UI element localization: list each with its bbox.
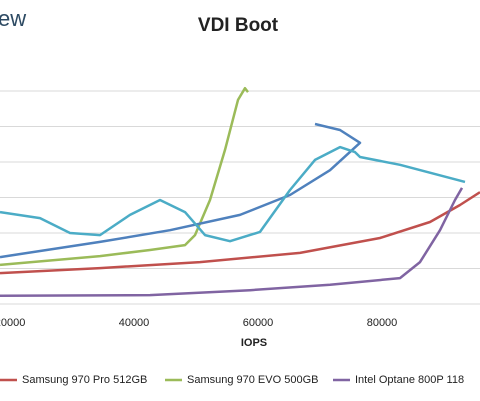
legend-label: Samsung 970 Pro 512GB [22, 374, 147, 386]
series-line [0, 86, 249, 267]
series-line [0, 145, 466, 243]
legend-label: Samsung 970 EVO 500GB [187, 374, 318, 386]
x-tick-label: 80000 [367, 317, 398, 329]
logo: ew [0, 6, 26, 31]
x-axis-label: IOPS [241, 337, 267, 349]
x-tick-label: 20000 [0, 317, 25, 329]
series-line [0, 122, 362, 259]
chart-title: VDI Boot [198, 15, 279, 36]
series-line [0, 191, 480, 275]
legend-label: Intel Optane 800P 118 [355, 374, 464, 386]
series-line [0, 187, 464, 298]
x-tick-label: 40000 [119, 317, 150, 329]
x-tick-label: 60000 [243, 317, 274, 329]
